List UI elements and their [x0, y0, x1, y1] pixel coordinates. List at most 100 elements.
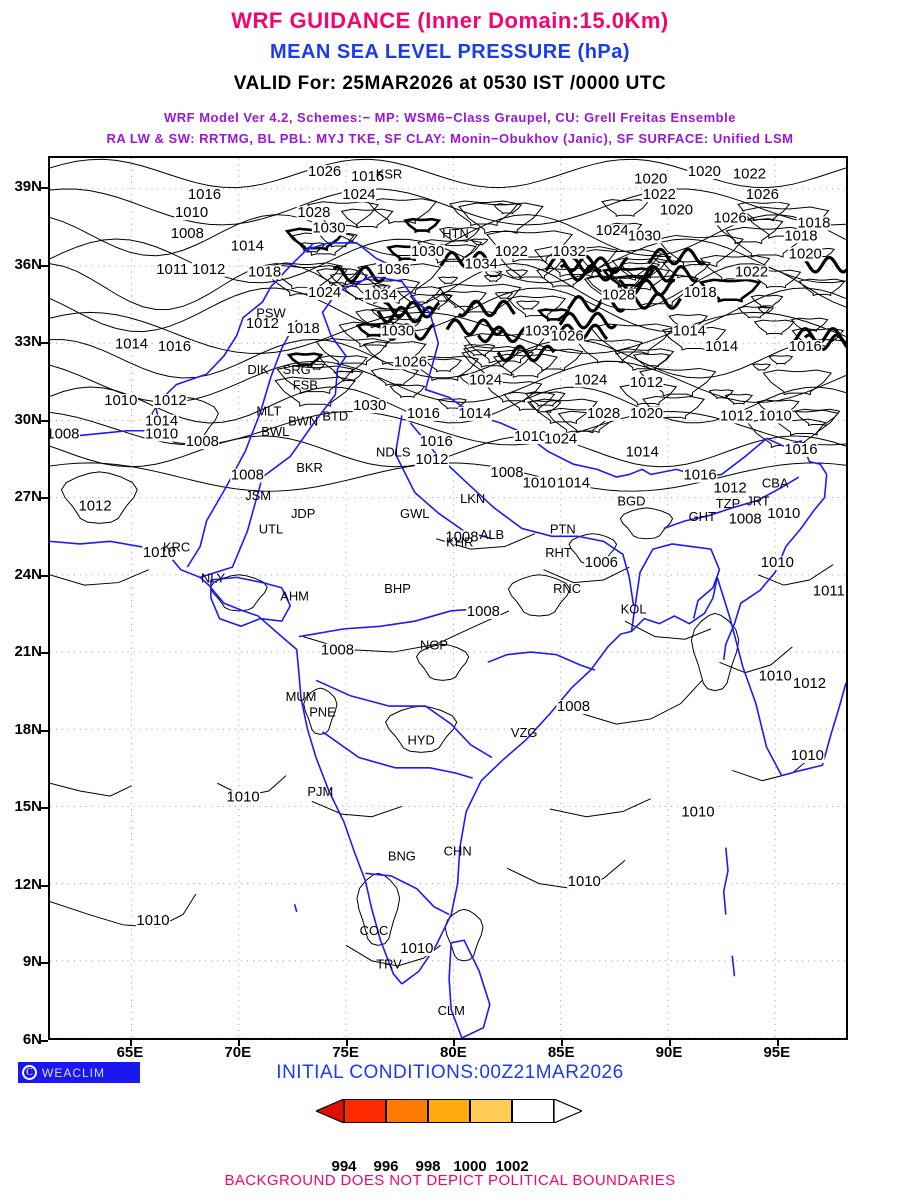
colorbar-container: 994 996 998 1000 1002	[0, 1096, 900, 1126]
city-label-jdp: JDP	[291, 506, 315, 521]
city-label-pjm: PJM	[307, 784, 333, 799]
contour-label: 1011	[813, 582, 845, 599]
contour-label: 1014	[626, 443, 659, 460]
city-label-utl: UTL	[259, 522, 283, 537]
lat-tick	[41, 962, 48, 964]
grid-lines	[50, 158, 846, 1038]
lat-tick-label: 9N	[0, 953, 42, 970]
contour-label: 1014	[458, 405, 491, 422]
city-label-cba: CBA	[762, 475, 789, 490]
lat-tick	[41, 1040, 48, 1042]
lon-tick-label: 75E	[322, 1044, 370, 1061]
model-scheme-line-2: RA LW & SW: RRTMG, BL PBL: MYJ TKE, SF C…	[0, 131, 900, 146]
initial-conditions-label: INITIAL CONDITIONS:00Z21MAR2026	[0, 1062, 900, 1084]
contour-label: 1010	[136, 912, 169, 929]
contour-label: 1016	[789, 338, 822, 355]
contour-label: 1022	[733, 166, 766, 183]
city-label-ngp: NGP	[420, 637, 448, 652]
contour-label: 1016	[158, 338, 191, 355]
contour-label: 1020	[789, 245, 822, 262]
city-label-chn: CHN	[444, 843, 472, 858]
contour-label: 1024	[574, 371, 607, 388]
lat-tick	[41, 730, 48, 732]
colorbar-left-arrow	[316, 1099, 344, 1123]
weather-map-page: WRF GUIDANCE (Inner Domain:15.0Km) MEAN …	[0, 0, 900, 1200]
contour-label: 1016	[420, 433, 453, 450]
pressure-colorbar	[316, 1096, 584, 1126]
city-label-hyd: HYD	[408, 733, 435, 748]
lat-tick-label: 24N	[0, 566, 42, 583]
contour-label: 1014	[231, 238, 264, 255]
contour-label: 1012	[78, 498, 111, 515]
contour-label: 1012	[154, 392, 187, 409]
contour-label: 1024	[469, 371, 502, 388]
contour-label: 1010	[761, 554, 794, 571]
city-label-trv: TRV	[376, 957, 402, 972]
lat-tick	[41, 885, 48, 887]
contour-label: 1018	[784, 227, 817, 244]
mslp-contour-map: 1016 1026 1020 1020 1022 1016 1024 1022 1026 1010…	[48, 156, 848, 1040]
lon-tick	[561, 1040, 563, 1046]
lat-tick	[41, 265, 48, 267]
lat-tick	[41, 807, 48, 809]
lat-tick	[41, 497, 48, 499]
contour-label: 1018	[248, 263, 281, 280]
contour-label: 1008	[171, 225, 204, 242]
colorbar-segment	[428, 1099, 470, 1123]
lon-tick-label: 95E	[753, 1044, 801, 1061]
contour-label: 1018	[684, 284, 717, 301]
city-label-fsb: FSB	[293, 378, 318, 393]
city-label-bng: BNG	[388, 848, 416, 863]
contour-label: 1008	[186, 433, 219, 450]
contour-label: 1010	[514, 428, 547, 445]
page-title: WRF GUIDANCE (Inner Domain:15.0Km)	[0, 8, 900, 34]
contour-label: 1010	[791, 747, 824, 764]
city-label-srg: SRG	[283, 362, 311, 377]
city-label-ahm: AHM	[280, 589, 309, 604]
city-label-rht: RHT	[545, 545, 572, 560]
contour-label: 1030	[411, 243, 444, 260]
contour-label: 1030	[353, 397, 386, 414]
contour-label: 1024	[308, 284, 341, 301]
contour-label: 1012	[720, 407, 753, 424]
contour-label: 1028	[587, 405, 620, 422]
lat-tick-label: 27N	[0, 488, 42, 505]
city-label-htn: HTN	[442, 226, 469, 241]
colorbar-segment	[344, 1099, 386, 1123]
lat-tick	[41, 575, 48, 577]
contour-label: 1008	[321, 642, 354, 659]
contour-label: 1010	[759, 407, 792, 424]
lat-tick-label: 30N	[0, 411, 42, 428]
lat-tick-label: 36N	[0, 256, 42, 273]
contour-label: 1010	[227, 788, 260, 805]
city-label-mlt: MLT	[256, 403, 281, 418]
city-label-lkn: LKN	[460, 491, 485, 506]
lat-tick-label: 15N	[0, 798, 42, 815]
city-label-khr: KHR	[446, 535, 473, 550]
lat-tick-label: 21N	[0, 643, 42, 660]
contour-label: 1034	[465, 256, 498, 273]
contour-label: 1010	[523, 474, 556, 491]
contour-label: 1010	[400, 940, 433, 957]
city-label-tzp: TZP	[716, 496, 740, 511]
city-label-vzg: VZG	[511, 725, 538, 740]
lat-tick-label: 12N	[0, 876, 42, 893]
contour-label: 1016	[684, 467, 717, 484]
lon-tick-label: 85E	[537, 1044, 585, 1061]
contour-label: 1020	[630, 405, 663, 422]
contour-label: 1030	[381, 323, 414, 340]
contour-label: 1024	[544, 431, 577, 448]
map-canvas: 10161026 1020 1020 10221016 1024 1022 10261010…	[50, 158, 846, 1038]
contour-label: 1014	[673, 323, 706, 340]
lon-tick	[453, 1040, 455, 1046]
colorbar-segment	[386, 1099, 428, 1123]
contour-label: 1012	[630, 374, 663, 391]
lat-tick	[41, 342, 48, 344]
contour-label: 1012	[192, 261, 225, 278]
city-label-bkr: BKR	[296, 460, 323, 475]
contour-label: 1008	[50, 425, 79, 442]
lon-tick-label: 70E	[214, 1044, 262, 1061]
contour-label: 1018	[287, 320, 320, 337]
lon-tick-label: 80E	[429, 1044, 477, 1061]
city-label-clm: CLM	[438, 1003, 465, 1018]
